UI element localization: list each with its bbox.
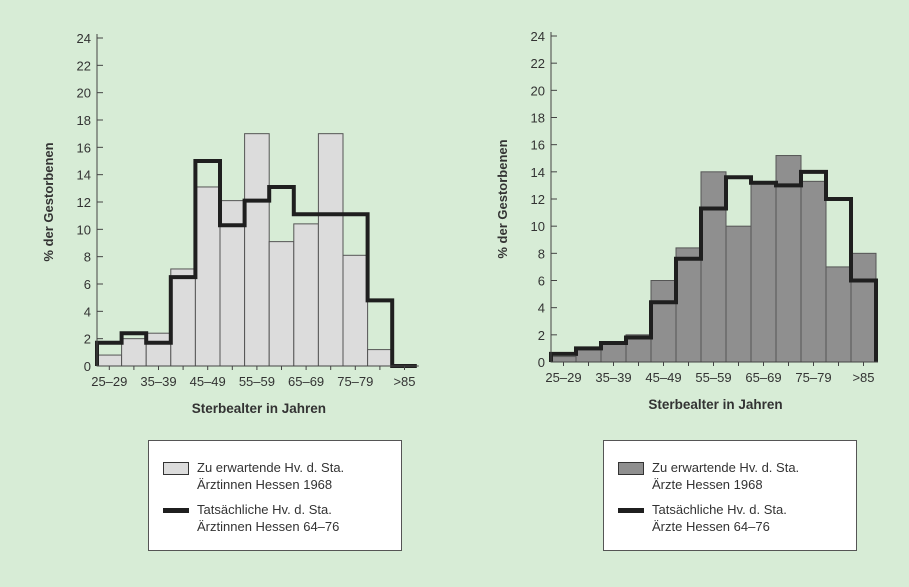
x-tick-label: 55–59 <box>695 370 731 385</box>
bar <box>317 133 344 367</box>
bar <box>750 183 777 363</box>
bar <box>121 338 147 367</box>
y-tick-label: 8 <box>84 250 91 265</box>
bar <box>194 186 221 367</box>
y-tick-label: 22 <box>77 58 91 73</box>
y-tick-label: 10 <box>77 222 91 237</box>
x-axis-title: Sterbealter in Jahren <box>192 401 326 416</box>
y-tick-label: 4 <box>538 301 545 316</box>
bar <box>145 332 172 367</box>
legend-right: Zu erwartende Hv. d. Sta. Ärzte Hessen 1… <box>603 440 857 551</box>
x-tick-label: 45–49 <box>645 370 681 385</box>
legend-text: Ärzte Hessen 1968 <box>652 477 763 492</box>
y-tick-label: 12 <box>77 195 91 210</box>
bar <box>550 356 577 363</box>
bar <box>700 171 727 363</box>
bar <box>775 155 802 363</box>
bar <box>675 247 702 363</box>
y-tick-label: 12 <box>531 192 545 207</box>
y-tick-label: 20 <box>77 86 91 101</box>
x-tick-label: 65–69 <box>288 374 324 389</box>
legend-swatch-line <box>618 508 644 513</box>
y-tick-label: 14 <box>77 168 91 183</box>
bar <box>650 280 677 363</box>
y-tick-label: 20 <box>531 83 545 98</box>
bar <box>367 349 393 367</box>
legend-swatch-bar <box>163 462 189 475</box>
y-tick-label: 8 <box>538 246 545 261</box>
legend-text: Tatsächliche Hv. d. Sta. <box>652 502 787 517</box>
x-tick-label: 35–39 <box>140 374 176 389</box>
y-tick-label: 16 <box>77 140 91 155</box>
x-tick-label: 25–29 <box>545 370 581 385</box>
legend-text: Tatsächliche Hv. d. Sta. <box>197 502 332 517</box>
bar <box>575 349 602 363</box>
bar <box>170 268 196 367</box>
legend-swatch-bar <box>618 462 644 475</box>
x-tick-label: 45–49 <box>190 374 226 389</box>
y-axis-title: % der Gestorbenen <box>495 139 510 258</box>
x-axis-title: Sterbealter in Jahren <box>648 397 782 412</box>
y-tick-label: 6 <box>84 277 91 292</box>
y-tick-label: 18 <box>77 113 91 128</box>
bar <box>850 252 877 363</box>
x-tick-label: 25–29 <box>91 374 127 389</box>
legend-text: Zu erwartende Hv. d. Sta. <box>652 460 800 475</box>
legend-left: Zu erwartende Hv. d. Sta. Ärztinnen Hess… <box>148 440 402 551</box>
y-tick-label: 0 <box>84 359 91 374</box>
bar <box>600 343 627 363</box>
bar <box>725 225 752 363</box>
bar <box>268 241 295 367</box>
y-tick-label: 2 <box>538 328 545 343</box>
x-tick-label: 75–79 <box>795 370 831 385</box>
y-tick-label: 2 <box>84 332 91 347</box>
bar <box>800 180 827 363</box>
bar <box>342 254 369 367</box>
y-tick-label: 22 <box>531 56 545 71</box>
bar <box>244 133 270 367</box>
y-tick-label: 0 <box>538 355 545 370</box>
bar <box>96 354 123 367</box>
step-line <box>95 159 417 368</box>
legend-text: Ärztinnen Hessen 1968 <box>197 477 333 492</box>
bar <box>219 200 246 367</box>
x-tick-label: >85 <box>852 370 874 385</box>
bar <box>825 266 852 363</box>
y-tick-label: 6 <box>538 274 545 289</box>
y-tick-label: 24 <box>77 31 91 46</box>
x-tick-label: >85 <box>393 374 415 389</box>
y-tick-label: 14 <box>531 165 545 180</box>
y-tick-label: 18 <box>531 111 545 126</box>
y-tick-label: 4 <box>84 304 91 319</box>
y-tick-label: 10 <box>531 219 545 234</box>
x-tick-label: 65–69 <box>745 370 781 385</box>
legend-text: Ärzte Hessen 64–76 <box>652 519 770 534</box>
legend-text: Ärztinnen Hessen 64–76 <box>197 519 340 534</box>
step-line <box>549 169 878 362</box>
x-tick-label: 55–59 <box>239 374 275 389</box>
legend-swatch-line <box>163 508 189 513</box>
legend-text: Zu erwartende Hv. d. Sta. <box>197 460 345 475</box>
y-tick-label: 24 <box>531 29 545 44</box>
x-tick-label: 35–39 <box>595 370 631 385</box>
x-tick-label: 75–79 <box>337 374 373 389</box>
y-axis-title: % der Gestorbenen <box>41 142 56 261</box>
bar <box>293 223 319 367</box>
y-tick-label: 16 <box>531 138 545 153</box>
